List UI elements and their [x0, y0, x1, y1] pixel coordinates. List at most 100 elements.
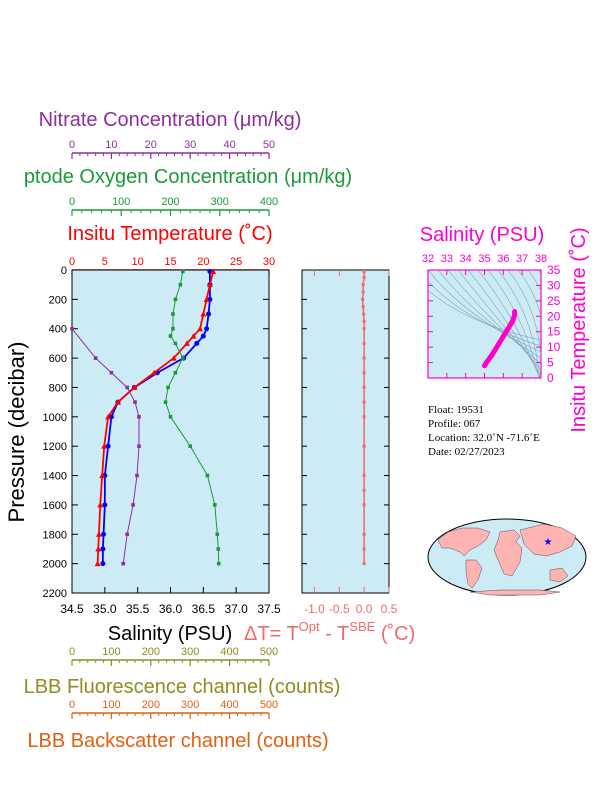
nitrate-point	[137, 444, 141, 448]
temperature-point	[183, 340, 190, 346]
nitrate-point	[70, 326, 74, 331]
oxygen-axis: 0 100 200 300 400	[69, 196, 278, 216]
salinity-tick-label: 36.5	[192, 602, 216, 616]
ts-density-contours	[428, 270, 541, 378]
backscatter-axis: 0 100 200 300 400 500	[69, 699, 278, 719]
ts-temperature-tick-label: 10	[547, 340, 561, 354]
oxygen-point	[171, 326, 175, 331]
nitrate-point	[133, 400, 137, 404]
salinity-axis-title: Salinity (PSU)	[108, 623, 232, 645]
nitrate-tick-label: 10	[105, 139, 117, 151]
oxygen-point	[188, 444, 192, 448]
oxygen-point	[213, 503, 217, 507]
backscatter-tick-label: 100	[102, 699, 120, 711]
temperature-point	[105, 413, 112, 420]
delta-t-point	[362, 275, 366, 279]
temperature-point	[131, 384, 138, 390]
nitrate-tick-label: 0	[69, 139, 75, 151]
delta-t-point	[362, 562, 366, 566]
delta-t-tick-label: -1.0	[304, 602, 325, 616]
backscatter-tick-label: 500	[260, 699, 278, 711]
delta-t-panel	[301, 269, 390, 594]
ts-temperature-tick-label: 25	[547, 294, 561, 308]
nitrate-tick-label: 30	[184, 139, 196, 151]
europe-africa-shape	[493, 529, 523, 577]
ts-temperature-tick-label: 5	[547, 356, 554, 370]
ts-point	[497, 340, 503, 346]
temperature-point	[97, 501, 104, 508]
nitrate-point	[109, 370, 114, 375]
salinity-point	[100, 546, 106, 552]
ts-point	[504, 327, 510, 333]
pressure-tick-label: 800	[49, 382, 67, 394]
fluorescence-axis-title: LBB Fluorescence channel (counts)	[24, 676, 341, 698]
nitrate-tick-label: 20	[145, 139, 157, 151]
ts-salinity-tick-label: 38	[535, 253, 547, 265]
ts-salinity-tick-label: 35	[478, 253, 490, 265]
ts-point	[512, 309, 518, 315]
ts-point	[500, 333, 506, 339]
temperature-point	[95, 545, 102, 552]
salinity-point	[100, 561, 106, 567]
oxygen-tick-label: 400	[260, 196, 278, 208]
fluorescence-tick-label: 200	[142, 646, 160, 658]
oxygen-point	[166, 385, 170, 390]
delta-t-point	[362, 400, 366, 404]
profile-number: Profile: 067	[428, 418, 481, 430]
salinity-tick-label: 37.5	[257, 602, 281, 616]
delta-t-point	[362, 312, 366, 316]
nitrate-point	[137, 415, 141, 419]
delta-t-point	[362, 371, 366, 375]
backscatter-tick-label: 200	[142, 699, 160, 711]
salinity-tick-label: 37.0	[224, 602, 248, 616]
fluorescence-tick-label: 300	[181, 646, 199, 658]
delta-t-point	[361, 283, 365, 287]
delta-t-point	[362, 356, 366, 360]
salinity-tick-label: 35.0	[93, 602, 117, 616]
oxygen-tick-label: 200	[161, 196, 179, 208]
nitrate-axis: 0 10 20 30 40 50	[69, 139, 275, 159]
asia-shape	[519, 523, 577, 557]
delta-t-point	[362, 547, 366, 551]
oxygen-point	[168, 415, 173, 419]
pressure-tick-label: 600	[49, 353, 67, 365]
ts-salinity-tick-label: 37	[516, 253, 528, 265]
oxygen-point	[163, 400, 168, 404]
oxygen-tick-label: 300	[211, 196, 229, 208]
temperature-tick-label: 20	[197, 256, 209, 268]
delta-t-point	[362, 488, 366, 492]
pressure-tick-label: 1400	[43, 471, 67, 483]
oxygen-point	[171, 312, 175, 316]
delta-t-point	[362, 503, 366, 507]
delta-t-point	[362, 341, 366, 345]
delta-t-point	[362, 444, 366, 448]
oxygen-point	[205, 473, 210, 478]
ts-temperature-tick-label: 0	[547, 371, 554, 385]
salinity-tick-label: 35.5	[126, 602, 150, 616]
ts-temperature-tick-label: 15	[547, 325, 561, 339]
delta-t-point	[362, 415, 366, 419]
density-contour	[517, 270, 541, 318]
ts-point	[493, 346, 499, 352]
nitrate-point	[121, 561, 126, 566]
salinity-point	[200, 333, 206, 339]
backscatter-tick-label: 400	[220, 699, 238, 711]
pressure-axis: 0 200 400 600 800 1000 1200 1400 1600 1800 2000 220…	[43, 265, 269, 600]
location: Location: 32.0˚N -71.6˚E	[428, 432, 540, 444]
fluorescence-tick-label: 400	[220, 646, 238, 658]
oxygen-axis-title: ptode Oxygen Concentration (μm/kg)	[24, 166, 352, 188]
salinity-point	[206, 311, 212, 317]
ts-temperature-title: Insitu Temperature (˚C)	[568, 227, 590, 432]
oxygen-tick-label: 0	[69, 196, 75, 208]
temperature-tick-label: 25	[230, 256, 242, 268]
fluorescence-tick-label: 100	[102, 646, 120, 658]
ts-temperature-tick-label: 35	[547, 263, 561, 277]
salinity-point	[105, 443, 111, 449]
delta-t-point	[361, 305, 365, 309]
nitrate-tick-label: 50	[263, 139, 275, 151]
oxygen-point	[173, 297, 178, 302]
delta-t-point	[362, 474, 366, 478]
temperature-point	[197, 325, 204, 332]
